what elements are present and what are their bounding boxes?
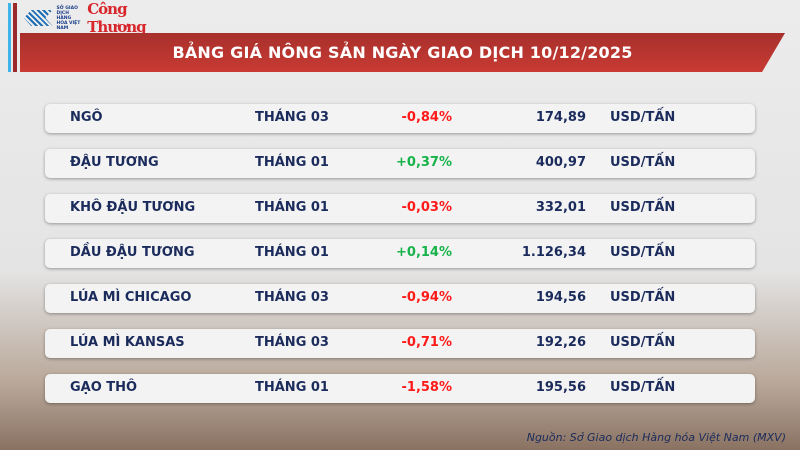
commodity-name: NGÔ	[70, 110, 103, 125]
price-change: +0,37%	[396, 155, 452, 170]
table-row: ĐẬU TƯƠNG THÁNG 01 +0,37% 400,97 USD/TẤN	[45, 149, 755, 178]
contract-month: THÁNG 03	[255, 335, 329, 350]
contract-month: THÁNG 01	[255, 200, 329, 215]
unit: USD/TẤN	[610, 290, 676, 305]
exchange-logo-text: SỞ GIAO DỊCH HÀNG HÓA VIỆT NAM	[56, 5, 81, 31]
unit: USD/TẤN	[610, 335, 676, 350]
accent-stripe-blue	[8, 3, 11, 72]
table-row: LÚA MÌ CHICAGO THÁNG 03 -0,94% 194,56 US…	[45, 284, 755, 313]
unit: USD/TẤN	[610, 155, 676, 170]
mxv-logo-icon	[24, 10, 53, 26]
commodity-name: DẦU ĐẬU TƯƠNG	[70, 245, 195, 260]
logo-bar: SỞ GIAO DỊCH HÀNG HÓA VIỆT NAM Công Thươ…	[20, 0, 178, 36]
price-change: -0,03%	[401, 200, 453, 215]
page-title: BẢNG GIÁ NÔNG SẢN NGÀY GIAO DỊCH 10/12/2…	[172, 43, 633, 62]
congthuong-logo: Công Thương	[87, 0, 146, 36]
commodity-name: LÚA MÌ KANSAS	[70, 335, 185, 350]
table-row: DẦU ĐẬU TƯƠNG THÁNG 01 +0,14% 1.126,34 U…	[45, 239, 755, 268]
price: 174,89	[535, 110, 586, 125]
price-change: +0,14%	[396, 245, 452, 260]
commodity-name: ĐẬU TƯƠNG	[70, 155, 159, 170]
price-change: -0,94%	[401, 290, 453, 305]
contract-month: THÁNG 01	[255, 380, 329, 395]
table-row: NGÔ THÁNG 03 -0,84% 174,89 USD/TẤN	[45, 104, 755, 133]
price-change: -1,58%	[401, 380, 453, 395]
unit: USD/TẤN	[610, 200, 676, 215]
price: 195,56	[535, 380, 586, 395]
price-change: -0,71%	[401, 335, 453, 350]
commodity-name: GẠO THÔ	[70, 380, 138, 395]
price: 194,56	[535, 290, 586, 305]
unit: USD/TẤN	[610, 110, 676, 125]
contract-month: THÁNG 03	[255, 110, 329, 125]
price: 1.126,34	[521, 245, 586, 260]
price: 400,97	[535, 155, 586, 170]
table-row: GẠO THÔ THÁNG 01 -1,58% 195,56 USD/TẤN	[45, 374, 755, 403]
unit: USD/TẤN	[610, 380, 676, 395]
unit: USD/TẤN	[610, 245, 676, 260]
price-change: -0,84%	[401, 110, 453, 125]
commodity-name: KHÔ ĐẬU TƯƠNG	[70, 200, 196, 215]
source-note: Nguồn: Sở Giao dịch Hàng hóa Việt Nam (M…	[526, 431, 786, 444]
commodity-name: LÚA MÌ CHICAGO	[70, 290, 192, 305]
title-banner: BẢNG GIÁ NÔNG SẢN NGÀY GIAO DỊCH 10/12/2…	[20, 33, 785, 72]
contract-month: THÁNG 01	[255, 245, 329, 260]
table-row: KHÔ ĐẬU TƯƠNG THÁNG 01 -0,03% 332,01 USD…	[45, 194, 755, 223]
table-row: LÚA MÌ KANSAS THÁNG 03 -0,71% 192,26 USD…	[45, 329, 755, 358]
contract-month: THÁNG 01	[255, 155, 329, 170]
accent-stripe-red	[13, 3, 17, 72]
contract-month: THÁNG 03	[255, 290, 329, 305]
price: 332,01	[535, 200, 586, 215]
price: 192,26	[535, 335, 586, 350]
